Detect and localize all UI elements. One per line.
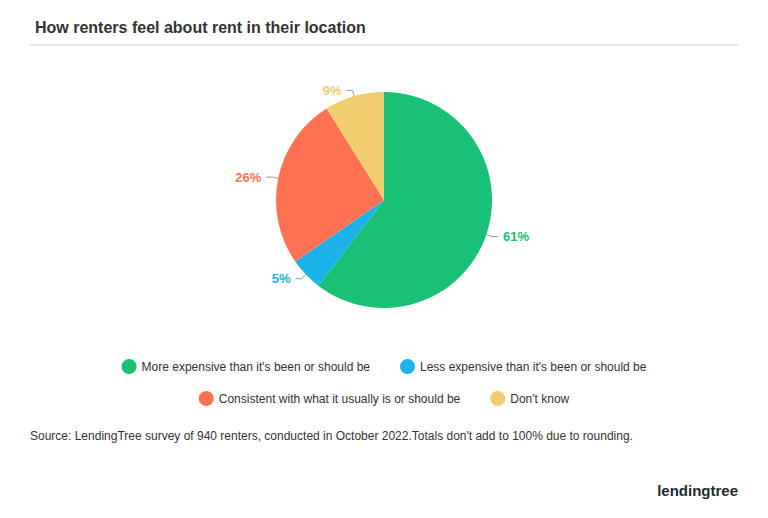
- svg-text:Less expensive than it's been: Less expensive than it's been or should …: [420, 360, 647, 374]
- svg-text:lendingtree: lendingtree: [657, 482, 738, 499]
- svg-text:9%: 9%: [323, 83, 342, 98]
- svg-text:Source: LendingTree survey of: Source: LendingTree survey of 940 renter…: [30, 429, 633, 443]
- svg-text:5%: 5%: [272, 271, 291, 286]
- svg-text:26%: 26%: [235, 170, 261, 185]
- svg-text:61%: 61%: [503, 229, 529, 244]
- svg-text:How renters feel about rent in: How renters feel about rent in their loc…: [35, 19, 366, 36]
- svg-text:More expensive than it's been: More expensive than it's been or should …: [142, 360, 371, 374]
- svg-text:Consistent with what it usuall: Consistent with what it usually is or sh…: [219, 392, 461, 406]
- svg-text:Don't know: Don't know: [510, 392, 569, 406]
